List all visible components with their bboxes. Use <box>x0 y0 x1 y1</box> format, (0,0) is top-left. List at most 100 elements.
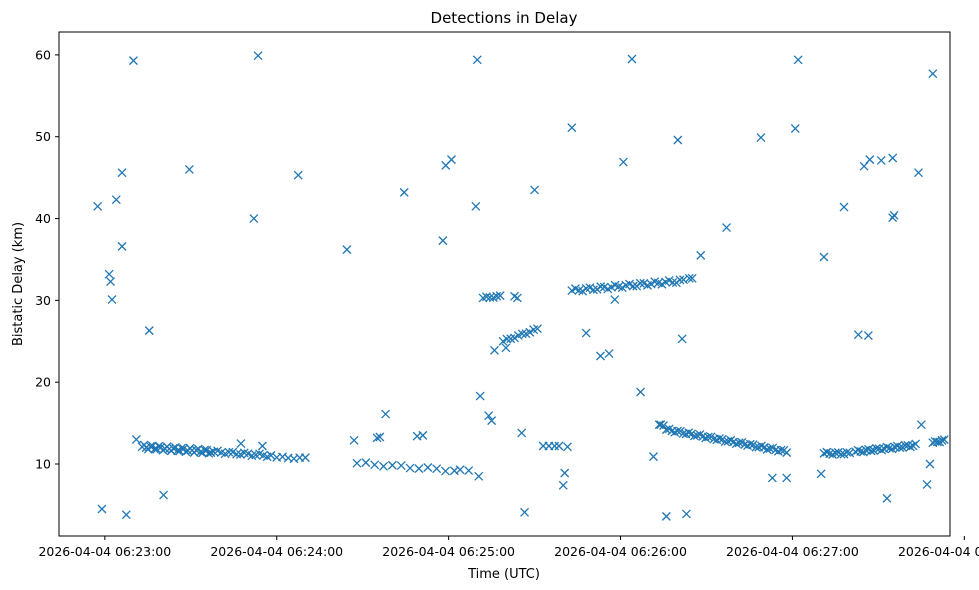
data-point <box>836 449 846 459</box>
data-point <box>530 185 540 195</box>
data-point <box>525 327 535 337</box>
data-point <box>257 441 267 451</box>
data-point <box>558 480 568 490</box>
data-point <box>888 153 898 163</box>
data-point <box>159 490 169 500</box>
x-axis-label: Time (UTC) <box>467 567 540 582</box>
data-point <box>636 387 646 397</box>
data-point <box>517 428 527 438</box>
data-point <box>107 295 117 305</box>
data-point <box>106 277 116 287</box>
data-point <box>900 440 910 450</box>
data-point <box>399 187 409 197</box>
data-point <box>300 453 310 463</box>
data-point <box>560 468 570 478</box>
data-point <box>765 444 775 454</box>
data-point <box>97 504 107 514</box>
data-point <box>687 273 697 283</box>
data-point <box>173 446 182 456</box>
data-point <box>722 223 731 233</box>
data-point <box>668 277 678 287</box>
data-point <box>877 445 887 455</box>
data-point <box>889 210 899 220</box>
data-point <box>703 432 713 442</box>
data-point <box>914 168 923 178</box>
data-point <box>864 444 873 454</box>
data-point <box>659 421 668 431</box>
data-point <box>684 273 694 283</box>
data-point <box>387 460 397 470</box>
data-point <box>782 448 792 458</box>
data-point <box>487 416 497 426</box>
data-point <box>649 452 658 462</box>
data-point <box>93 201 103 211</box>
data-point <box>381 409 391 419</box>
data-point <box>441 466 450 476</box>
data-point <box>928 69 938 79</box>
y-tick-label: 50 <box>35 129 51 144</box>
data-point <box>375 432 385 442</box>
data-point <box>819 252 829 262</box>
data-point <box>916 420 926 430</box>
data-point <box>484 411 494 421</box>
data-point <box>475 391 485 401</box>
data-point <box>361 458 371 468</box>
data-point <box>111 195 121 205</box>
data-point <box>405 463 415 473</box>
x-tick-label: 2026-04-04 06:27:00 <box>726 544 859 559</box>
y-tick-label: 30 <box>35 293 51 308</box>
data-point <box>236 439 246 449</box>
plot-area <box>58 31 951 537</box>
data-point <box>293 170 303 180</box>
data-point <box>675 275 685 285</box>
data-point <box>635 278 645 288</box>
data-point <box>517 329 527 339</box>
y-tick-label: 10 <box>35 457 51 472</box>
data-point <box>604 349 614 359</box>
data-point <box>204 448 214 458</box>
data-point <box>184 164 194 174</box>
data-point <box>689 431 699 441</box>
data-point <box>871 443 881 453</box>
data-point <box>856 447 866 456</box>
data-point <box>731 439 741 449</box>
data-point <box>581 328 591 338</box>
data-point <box>588 285 598 295</box>
data-point <box>628 281 638 291</box>
data-point <box>865 155 875 165</box>
data-point <box>342 245 352 255</box>
data-point <box>822 447 832 457</box>
x-tick-label: 2026-04-04 06:25:00 <box>382 544 515 559</box>
data-point <box>673 135 683 145</box>
data-point <box>396 461 406 471</box>
data-point <box>610 295 620 305</box>
data-point <box>490 345 499 355</box>
data-point <box>776 445 786 455</box>
data-point <box>432 464 442 474</box>
data-point <box>882 493 892 503</box>
data-point <box>734 438 744 448</box>
data-point <box>661 425 671 435</box>
data-point <box>414 464 424 474</box>
data-point <box>596 351 605 361</box>
data-point <box>793 55 803 65</box>
data-point <box>168 443 178 453</box>
data-point <box>117 168 127 178</box>
data-point <box>853 330 863 340</box>
x-tick-label: 2026-04-04 06:24:00 <box>210 544 343 559</box>
data-point <box>618 157 628 167</box>
y-tick-label: 40 <box>35 211 51 226</box>
data-point <box>512 293 522 303</box>
data-point <box>863 331 873 341</box>
data-point <box>782 473 792 483</box>
data-point <box>232 449 242 459</box>
data-point <box>474 471 484 481</box>
data-point <box>767 473 777 483</box>
data-point <box>596 282 606 292</box>
data-point <box>757 441 766 451</box>
data-point <box>939 435 949 445</box>
data-point <box>720 437 730 447</box>
data-point <box>485 293 495 302</box>
data-point <box>839 202 849 212</box>
data-point <box>895 443 905 453</box>
